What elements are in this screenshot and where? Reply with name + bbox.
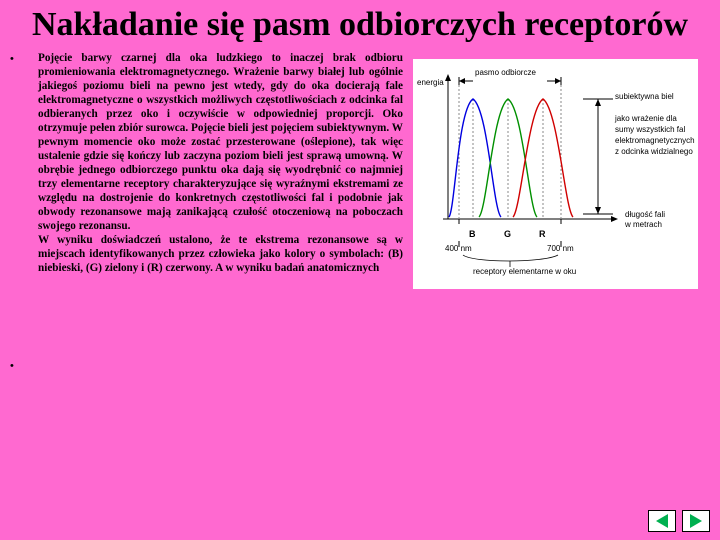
- prev-button[interactable]: [648, 510, 676, 532]
- curve-blue: [449, 99, 501, 217]
- text-column: • • Pojęcie barwy czarnej dla oka ludzki…: [10, 51, 405, 372]
- white-label-4: elektromagnetycznych: [615, 136, 695, 145]
- chart-column: energia pasmo odbiorcze: [405, 51, 695, 372]
- receptor-chart: energia pasmo odbiorcze: [413, 59, 698, 289]
- x-label-1: długość fali: [625, 210, 665, 219]
- paragraph-1: Pojęcie barwy czarnej dla oka ludzkiego …: [38, 51, 403, 233]
- content-area: • • Pojęcie barwy czarnej dla oka ludzki…: [0, 51, 720, 372]
- bullet-1: •: [10, 53, 38, 65]
- x-label-2: w metrach: [624, 220, 662, 229]
- arrow-left-icon: [656, 514, 668, 528]
- body-text: Pojęcie barwy czarnej dla oka ludzkiego …: [38, 51, 403, 372]
- next-button[interactable]: [682, 510, 710, 532]
- label-g: G: [504, 229, 511, 239]
- label-b: B: [469, 229, 476, 239]
- band-label: pasmo odbiorcze: [475, 68, 536, 77]
- white-label-1: subiektywna biel: [615, 92, 674, 101]
- page-title: Nakładanie się pasm odbiorczych receptor…: [0, 0, 720, 51]
- chart-bottom-label: receptory elementarne w oku: [473, 267, 576, 276]
- white-label-2: jako wrażenie dla: [614, 114, 677, 123]
- paragraph-2: W wyniku doświadczeń ustalono, że te eks…: [38, 233, 403, 275]
- white-label-3: sumy wszystkich fal: [615, 125, 685, 134]
- bullet-2: •: [10, 360, 38, 372]
- label-r: R: [539, 229, 546, 239]
- nav-controls: [648, 510, 710, 532]
- white-label-5: z odcinka widzialnego: [615, 147, 693, 156]
- bullet-column: • •: [10, 51, 38, 372]
- arrow-right-icon: [690, 514, 702, 528]
- y-axis-label: energia: [417, 78, 444, 87]
